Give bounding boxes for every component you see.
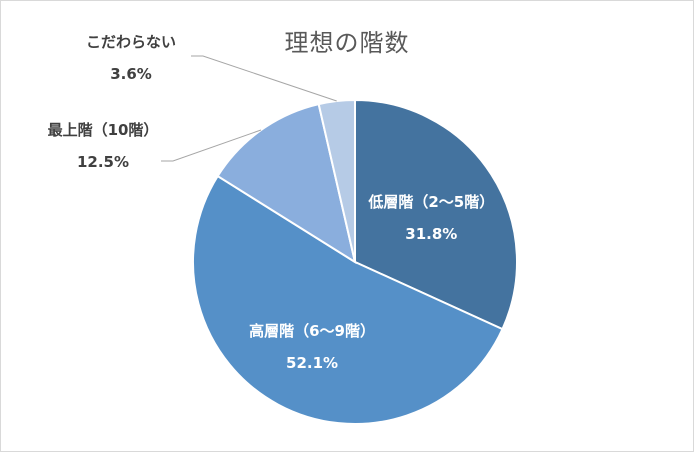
leader-line-4 — [191, 55, 337, 102]
pie-slice-4 — [317, 98, 356, 263]
pie-slice-1 — [354, 98, 518, 331]
slice-name-label-1: 低層階（2～5階） — [367, 193, 494, 211]
pie-slices — [192, 98, 518, 426]
slice-name-label-3: 最上階（10階） — [48, 121, 159, 139]
slice-name-label-4: こだわらない — [86, 33, 176, 51]
pie-slice-3 — [216, 102, 357, 265]
chart-title: 理想の階数 — [284, 29, 410, 57]
slice-name-label-2: 高層階（6～9階） — [249, 322, 375, 340]
slice-labels: 低層階（2～5階） 31.8% 高層階（6～9階） 52.1% 最上階（10階） 12.5… — [48, 33, 495, 372]
slice-value-label-4: 3.6% — [110, 65, 152, 83]
slice-value-label-1: 31.8% — [405, 225, 457, 243]
leader-line-3 — [161, 129, 262, 162]
pie-slice-2 — [192, 174, 504, 426]
slice-value-label-3: 12.5% — [77, 153, 129, 171]
slice-value-label-2: 52.1% — [286, 354, 338, 372]
